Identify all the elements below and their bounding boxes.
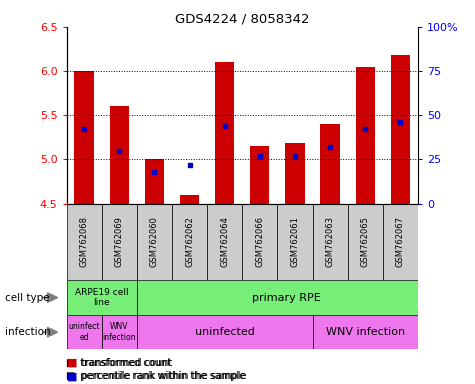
Text: uninfected: uninfected [195, 327, 255, 337]
Text: primary RPE: primary RPE [252, 293, 321, 303]
Bar [250, 146, 269, 204]
Bar [391, 55, 410, 204]
Text: GSM762067: GSM762067 [396, 217, 405, 267]
Text: ■  percentile rank within the sample: ■ percentile rank within the sample [66, 371, 247, 381]
Text: ARPE19 cell
line: ARPE19 cell line [75, 288, 128, 307]
Text: WNV infection: WNV infection [326, 327, 405, 337]
Text: GSM762060: GSM762060 [150, 217, 159, 267]
Text: GSM762068: GSM762068 [80, 217, 88, 267]
Bar [277, 204, 313, 280]
Bar [137, 280, 418, 315]
Text: ■: ■ [66, 371, 77, 381]
Text: GSM762065: GSM762065 [361, 217, 370, 267]
Text: cell type: cell type [5, 293, 49, 303]
Text: GSM762061: GSM762061 [291, 217, 299, 267]
Text: GSM762066: GSM762066 [256, 217, 264, 267]
Text: percentile rank within the sample: percentile rank within the sample [74, 371, 245, 381]
Text: infection: infection [5, 327, 50, 337]
Bar [137, 315, 313, 349]
Text: ■  transformed count: ■ transformed count [66, 358, 173, 368]
Bar [172, 204, 207, 280]
Bar [383, 204, 418, 280]
Text: GSM762069: GSM762069 [115, 217, 124, 267]
Bar [313, 315, 418, 349]
Bar [180, 195, 199, 204]
Text: GSM762062: GSM762062 [185, 217, 194, 267]
Bar [102, 204, 137, 280]
Bar [137, 204, 172, 280]
Bar [66, 315, 102, 349]
Bar [110, 106, 129, 204]
Bar [66, 280, 137, 315]
Bar [242, 204, 277, 280]
Bar [348, 204, 383, 280]
Bar [285, 144, 304, 204]
Bar [321, 124, 340, 204]
Bar [313, 204, 348, 280]
Text: GSM762064: GSM762064 [220, 217, 229, 267]
Text: transformed count: transformed count [74, 358, 171, 368]
Text: GSM762063: GSM762063 [326, 217, 334, 267]
Text: WNV
infection: WNV infection [103, 323, 136, 342]
Bar [207, 204, 242, 280]
Bar [215, 62, 234, 204]
Text: uninfect
ed: uninfect ed [68, 323, 100, 342]
Bar [102, 315, 137, 349]
Text: ■: ■ [66, 358, 77, 368]
Bar [356, 67, 375, 204]
Bar [145, 159, 164, 204]
Bar [66, 204, 102, 280]
Bar [75, 71, 94, 204]
Title: GDS4224 / 8058342: GDS4224 / 8058342 [175, 13, 310, 26]
